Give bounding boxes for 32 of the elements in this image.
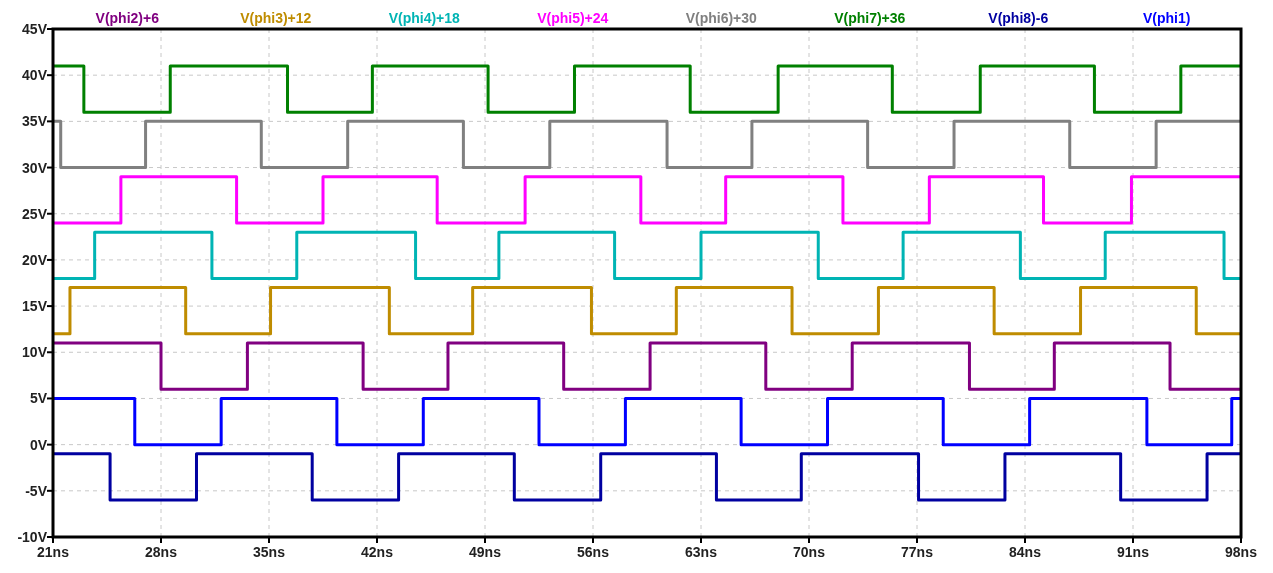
text: V(phi3)+12 (240, 10, 312, 26)
text: V(phi5)+24 (537, 10, 609, 26)
text: V(phi4)+18 (388, 10, 461, 26)
y-tick-label: 5V (29, 390, 48, 407)
y-tick-label: 0V (29, 436, 48, 453)
x-tick-label: 63ns (685, 544, 718, 560)
text: V(phi7)+36 (834, 10, 906, 26)
y-tick-label: -10V (17, 529, 48, 545)
x-tick-label: 77ns (901, 544, 934, 560)
x-tick-label: 28ns (145, 544, 178, 560)
y-tick-label: 20V (22, 251, 48, 268)
x-tick-label: 70ns (793, 544, 826, 560)
text: V(phi6)+30 (685, 10, 758, 26)
x-tick-label: 98ns (1225, 544, 1258, 560)
y-tick-label: 40V (22, 67, 48, 84)
y-tick-label: 10V (22, 344, 48, 361)
x-tick-label: 21ns (37, 544, 70, 560)
text: V(phi2)+6 (95, 10, 160, 26)
y-tick-label: 45V (22, 21, 48, 37)
x-tick-label: 42ns (361, 544, 394, 560)
y-tick-label: 35V (22, 113, 48, 130)
x-tick-label: 91ns (1117, 544, 1150, 560)
x-tick-label: 49ns (469, 544, 502, 560)
y-tick-label: 30V (22, 159, 48, 176)
y-tick-label: 15V (22, 298, 48, 315)
y-tick-label: -5V (25, 482, 48, 499)
y-tick-label: 25V (22, 205, 48, 222)
x-tick-label: 56ns (577, 544, 610, 560)
x-tick-label: 35ns (253, 544, 286, 560)
x-tick-label: 84ns (1009, 544, 1042, 560)
text: V(phi8)-6 (988, 10, 1049, 26)
text: V(phi1) (1143, 10, 1191, 26)
